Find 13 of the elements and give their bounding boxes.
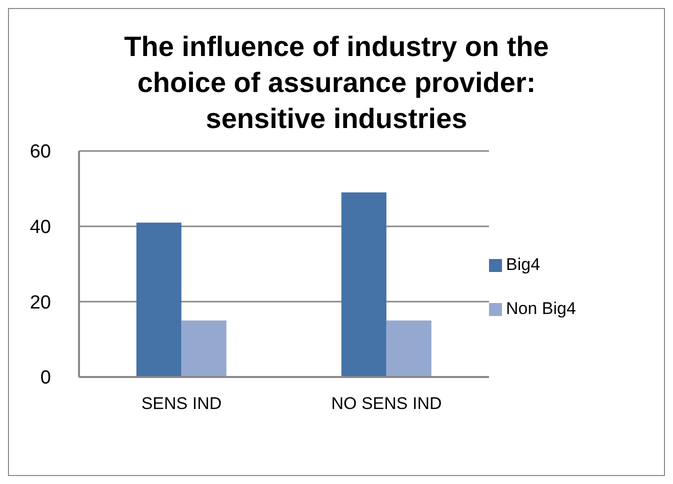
y-tick-label: 20 xyxy=(30,292,51,314)
legend-label: Non Big4 xyxy=(506,299,576,318)
x-tick-label: SENS IND xyxy=(141,394,222,414)
bar xyxy=(181,320,226,377)
bar xyxy=(341,192,386,377)
legend-label: Big4 xyxy=(506,255,540,274)
bar xyxy=(386,320,432,377)
y-tick-label: 60 xyxy=(30,142,51,163)
bar xyxy=(136,222,182,377)
x-tick-label: NO SENS IND xyxy=(331,394,442,414)
chart-title: The influence of industry on the choice of assurance provider: sensitive industries xyxy=(123,30,550,136)
y-tick-label: 0 xyxy=(40,368,51,389)
y-tick-label: 40 xyxy=(30,217,51,238)
